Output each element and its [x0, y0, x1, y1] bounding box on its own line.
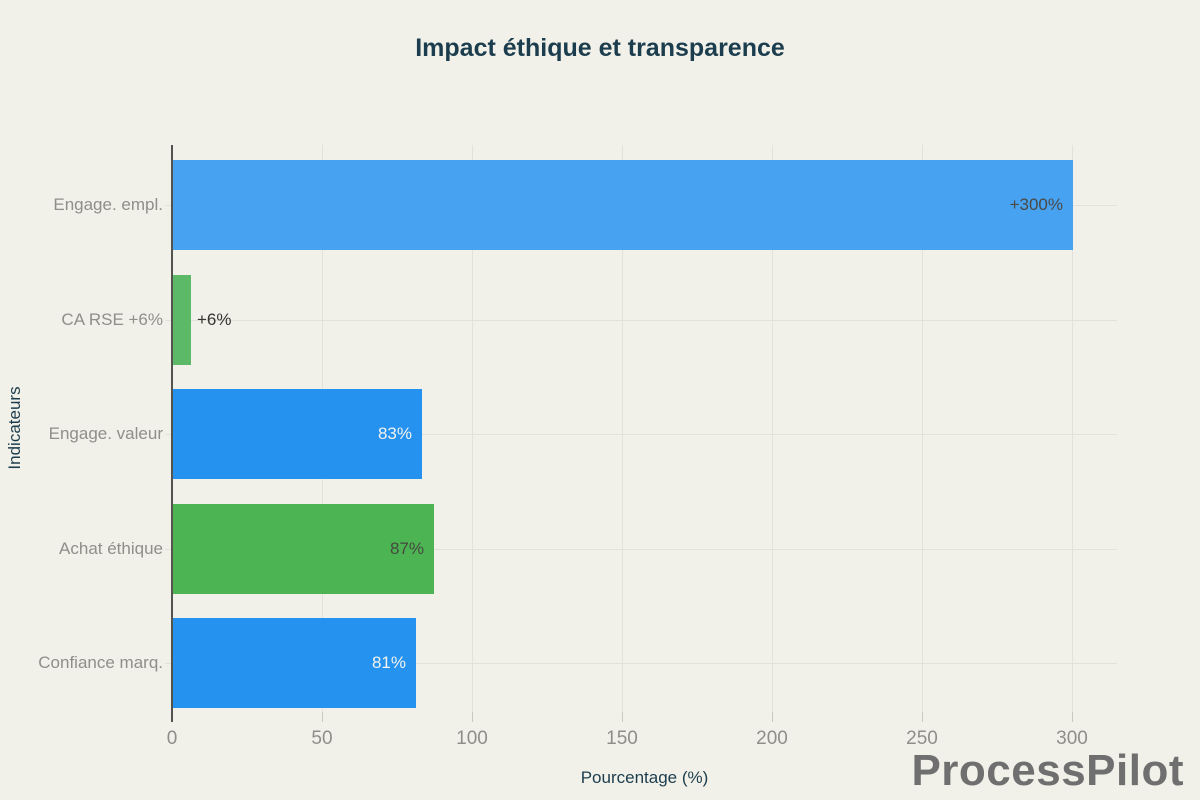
gridline-horizontal	[165, 548, 1117, 550]
bar-value-label: 87%	[389, 538, 424, 558]
bar-engage-empl	[173, 160, 1073, 250]
plot-area: +300% +6% 83% 87% 81%	[165, 145, 1117, 722]
x-tick-label: 300	[1056, 728, 1088, 749]
bar-ca-rse-6	[173, 274, 191, 365]
x-tick-mark	[772, 712, 773, 722]
gridline-vertical	[1072, 145, 1073, 712]
category-label: Confiance marq.	[38, 653, 163, 672]
chart-title: Impact éthique et transparence	[415, 34, 785, 62]
bar-value-label: +6%	[197, 309, 232, 329]
category-label: Achat éthique	[59, 538, 163, 558]
x-tick-mark	[922, 712, 923, 722]
gridline-vertical	[922, 145, 923, 712]
gridline-horizontal	[165, 319, 1117, 321]
category-label: CA RSE +6%	[61, 309, 163, 329]
bar-achat-thique	[173, 503, 434, 594]
watermark-logo: ProcessPilot	[911, 746, 1184, 795]
x-tick-mark	[622, 712, 623, 722]
bar-value-label: 81%	[371, 653, 406, 672]
x-tick-mark	[472, 712, 473, 722]
x-tick-label: 250	[906, 728, 938, 749]
x-axis-title: Pourcentage (%)	[580, 768, 709, 787]
category-label: Engage. valeur	[48, 424, 163, 443]
x-tick-mark	[1072, 712, 1073, 722]
gridline-horizontal	[165, 663, 1117, 664]
category-label: Engage. empl.	[53, 195, 163, 214]
y-axis-line	[171, 145, 173, 722]
x-tick-label: 200	[756, 728, 788, 749]
gridline-vertical	[772, 145, 773, 712]
bar-confiance-marq	[173, 618, 416, 708]
gridline-vertical	[472, 145, 473, 712]
bar-value-label: 83%	[377, 424, 412, 443]
x-tick-label: 0	[166, 728, 178, 749]
bar-engage-valeur	[173, 389, 422, 479]
gridline-vertical	[622, 145, 623, 712]
gridline-horizontal	[165, 434, 1117, 435]
bar-value-label: +300%	[1009, 195, 1063, 214]
x-tick-label: 50	[311, 728, 333, 749]
x-tick-label: 150	[606, 728, 638, 749]
x-tick-mark	[322, 712, 323, 722]
x-tick-label: 100	[456, 728, 488, 749]
